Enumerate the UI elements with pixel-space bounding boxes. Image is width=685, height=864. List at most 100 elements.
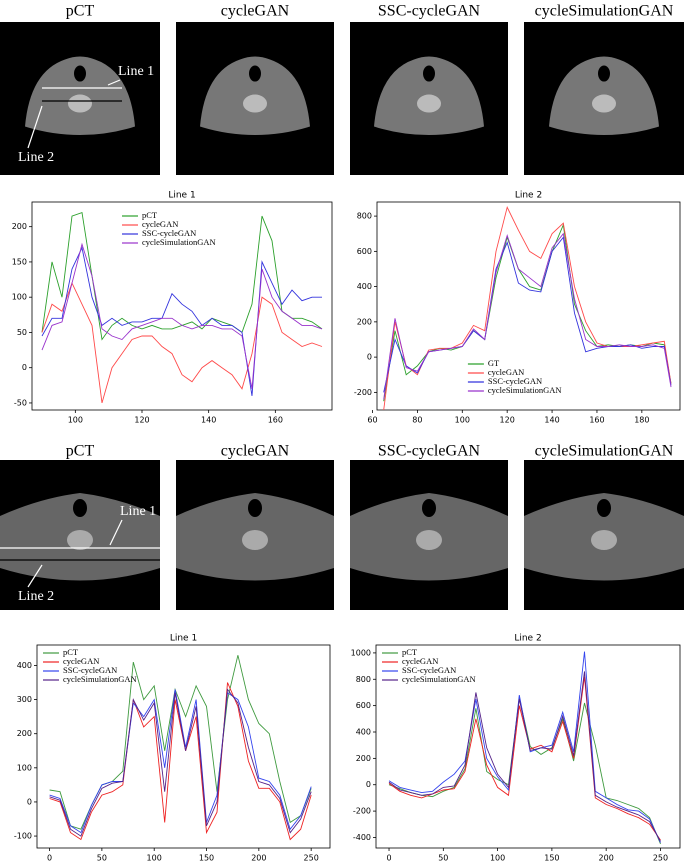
legend-label: cycleSimulationGAN [402,674,476,684]
y-tick-label: 1000 [351,648,371,657]
plot-frame [31,201,333,411]
y-tick-label: 800 [356,675,371,684]
x-tick-label: 200 [599,854,614,863]
x-tick-label: 120 [500,416,515,425]
legend-label: cycleSimulationGAN [488,385,562,395]
ct-spine [67,530,93,550]
ct-spine [591,530,617,550]
y-tick-label: 600 [356,701,371,710]
ct-airway [249,65,261,82]
x-tick-label: 160 [268,416,283,425]
x-tick-label: 0 [386,854,391,863]
y-tick-label: -50 [14,398,27,407]
ct-spine [417,94,441,113]
series-line [49,682,312,841]
plot-frame [36,644,331,849]
y-tick-label: -400 [353,833,371,842]
ct-airway [597,499,611,517]
x-tick-label: 250 [304,854,319,863]
legend-label: cycleSimulationGAN [142,237,216,247]
plot-frame [376,201,681,411]
x-tick-label: 140 [544,416,559,425]
series-line [383,236,672,393]
legend-label: SSC-cycleGAN [63,665,117,675]
y-tick-label: 100 [12,293,27,302]
y-tick-label: 400 [356,728,371,737]
x-tick-label: 150 [544,854,559,863]
annotation: Line 2 [18,589,54,604]
series-line [388,676,661,841]
legend-label: cycleGAN [488,367,524,377]
chart-title: Line 2 [514,634,541,644]
x-tick-label: 100 [68,416,83,425]
x-tick-label: 160 [589,416,604,425]
legend-label: cycleGAN [402,656,438,666]
y-tick-label: 0 [367,353,372,362]
series-line [383,206,672,411]
x-tick-label: 0 [47,854,52,863]
legend-label: cycleSimulationGAN [63,674,137,684]
image-title: SSC-cycleGAN [378,3,481,20]
legend-label: pCT [63,647,79,657]
y-tick-label: -100 [14,832,32,841]
series-line [383,223,672,402]
y-tick-label: 0 [366,780,371,789]
legend-label: SSC-cycleGAN [142,228,196,238]
x-tick-label: 100 [490,854,505,863]
series-line [388,697,661,845]
ct-airway [74,65,86,82]
x-tick-label: 50 [438,854,448,863]
legend-label: pCT [142,210,158,220]
image-title: SSC-cycleGAN [378,443,481,460]
legend-label: GT [488,358,500,368]
series-line [388,671,661,842]
legend-label: pCT [402,647,418,657]
chart-title: Line 1 [170,634,197,644]
chart-title: Line 2 [515,191,542,201]
x-tick-label: 60 [367,416,377,425]
y-tick-label: 200 [357,317,372,326]
ct-airway [73,499,87,517]
series-line [49,688,312,837]
ct-spine [592,94,616,113]
ct-spine [68,94,92,113]
x-tick-label: 200 [251,854,266,863]
ct-spine [242,530,268,550]
x-tick-label: 100 [455,416,470,425]
image-title: cycleGAN [221,443,290,460]
x-tick-label: 100 [147,854,162,863]
legend-label: cycleGAN [63,656,99,666]
image-title: cycleSimulationGAN [535,3,674,20]
y-tick-label: 400 [357,282,372,291]
series-line [41,246,322,396]
y-tick-label: 200 [356,754,371,763]
legend-label: SSC-cycleGAN [402,665,456,675]
ct-airway [598,65,610,82]
arrow [27,105,43,149]
x-tick-label: 80 [412,416,422,425]
series-line [41,281,323,404]
arrow [109,519,123,546]
x-tick-label: 180 [634,416,649,425]
ct-spine [416,530,442,550]
annotation: Line 1 [118,64,154,79]
arrow [27,564,43,588]
x-tick-label: 150 [199,854,214,863]
plot-frame [375,644,681,849]
x-tick-label: 250 [653,854,668,863]
ct-airway [248,499,262,517]
y-tick-label: 0 [27,797,32,806]
x-tick-label: 50 [97,854,107,863]
y-tick-label: 150 [12,257,27,266]
legend-label: SSC-cycleGAN [488,376,542,386]
ct-spine [243,94,267,113]
y-tick-label: 800 [357,212,372,221]
image-title: pCT [66,443,95,460]
y-tick-label: 0 [22,363,27,372]
x-tick-label: 140 [201,416,216,425]
image-title: cycleSimulationGAN [535,443,674,460]
y-tick-label: 50 [17,328,27,337]
y-tick-label: 300 [17,695,32,704]
series-line [41,242,323,389]
